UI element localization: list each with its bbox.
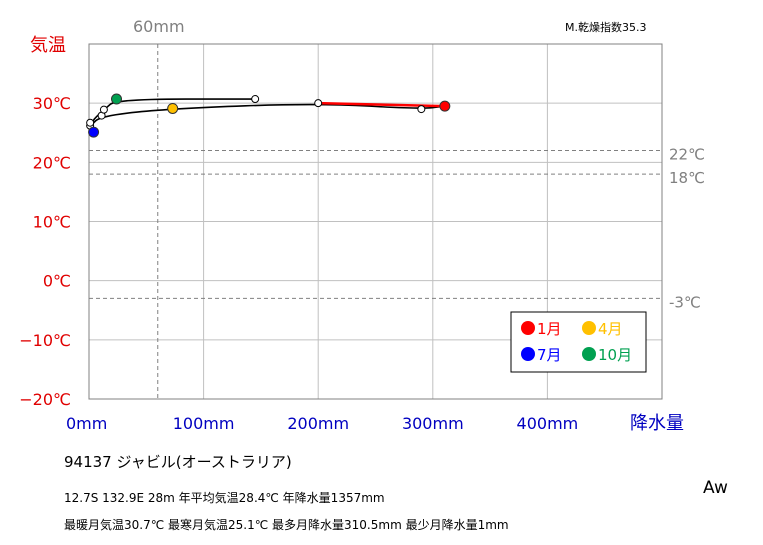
month-series: [90, 98, 445, 132]
legend-label: 7月: [537, 346, 562, 364]
y-tick-label: −20℃: [19, 390, 71, 409]
legend-marker: [582, 347, 596, 361]
legend-marker: [582, 321, 596, 335]
month-point-11: [251, 95, 260, 104]
x-axis-title: 降水量: [630, 413, 684, 434]
y-axis-title: 気温: [30, 35, 66, 56]
ref-line-label: 18℃: [669, 169, 705, 187]
legend: 1月 4月 7月 10月: [510, 311, 647, 373]
legend-marker: [521, 347, 535, 361]
legend-label: 10月: [598, 346, 632, 364]
reference-lines: 22℃ 18℃ -3℃: [89, 44, 705, 399]
x-tick-label: 100mm: [173, 414, 235, 433]
station-stats-line-2: 最暖月気温30.7℃ 最寒月気温25.1℃ 最多月降水量310.5mm 最少月降…: [64, 518, 509, 532]
month-point-8: [86, 118, 95, 127]
legend-label: 1月: [537, 320, 562, 338]
y-tick-label: −10℃: [19, 331, 71, 350]
y-tick-label: 30℃: [33, 94, 71, 113]
ref-line-label: -3℃: [669, 293, 701, 311]
legend-box: [510, 311, 647, 373]
legend-marker: [521, 321, 535, 335]
month-point-2: [417, 105, 426, 114]
month-points: [86, 93, 451, 138]
legend-label: 4月: [598, 320, 623, 338]
y-tick-label: 10℃: [33, 213, 71, 232]
ref-x-label: 60mm: [133, 17, 185, 36]
month-point-7: [88, 126, 100, 138]
x-axis-ticks: 0mm 100mm 200mm 300mm 400mm: [66, 414, 578, 433]
y-tick-label: 0℃: [43, 272, 71, 291]
station-stats-line-1: 12.7S 132.9E 28m 年平均気温28.4℃ 年降水量1357mm: [64, 491, 385, 505]
ref-line-label: 22℃: [669, 146, 705, 164]
x-tick-label: 400mm: [517, 414, 579, 433]
month-point-1: [439, 100, 451, 112]
month-point-10: [111, 93, 123, 105]
y-axis-ticks: −20℃ −10℃ 0℃ 10℃ 20℃ 30℃: [19, 94, 71, 409]
x-tick-label: 0mm: [66, 414, 107, 433]
y-tick-label: 20℃: [33, 153, 71, 172]
dryness-index: M.乾燥指数35.3: [565, 20, 646, 34]
plot-area-border: [88, 43, 663, 400]
x-tick-label: 300mm: [402, 414, 464, 433]
month-point-9: [99, 105, 108, 114]
climate-class: Aw: [703, 478, 728, 498]
station-title: 94137 ジャビル(オーストラリア): [64, 453, 292, 471]
x-tick-label: 200mm: [287, 414, 349, 433]
dec-jan-segment: [318, 101, 445, 108]
month-point-3: [314, 99, 323, 108]
month-point-4: [167, 102, 179, 114]
